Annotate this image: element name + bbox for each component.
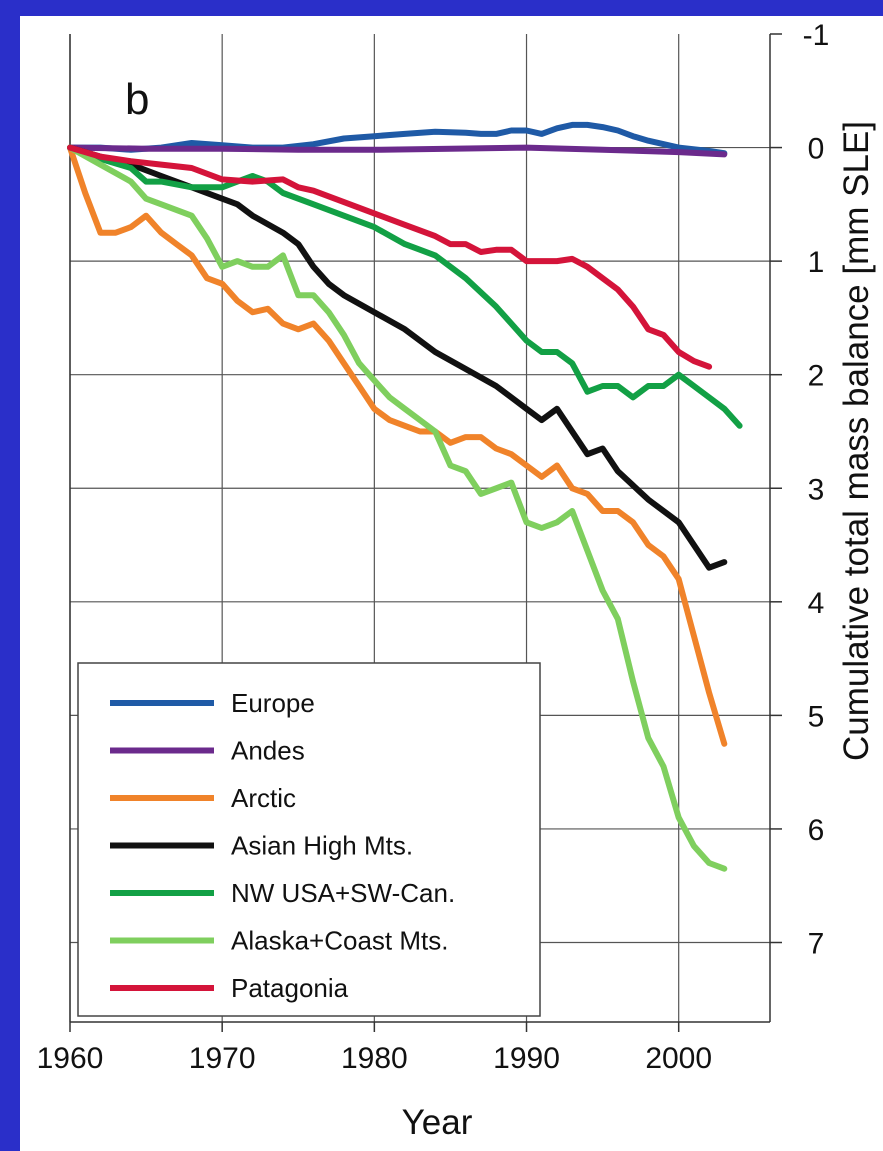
series-line-patagonia — [67, 144, 713, 370]
x-tick-label: 1990 — [493, 1042, 560, 1075]
y-tick-label: 3 — [808, 473, 825, 506]
series-line-nw-usa-sw-can — [67, 144, 743, 429]
series-line-arctic — [67, 144, 728, 747]
panel-label: b — [125, 75, 149, 124]
y-axis-title: Cumulative total mass balance [mm SLE] — [837, 121, 876, 761]
series-line-alaska-coast-mts — [67, 144, 728, 872]
y-tick-label: 2 — [808, 360, 825, 393]
legend-box — [77, 662, 541, 1017]
figure-panel: 1960 1970 1980 1990 2000 -1 0 1 2 3 4 5 6 7 Europe And… — [20, 16, 883, 1151]
legend-label: Arctic — [231, 783, 296, 813]
legend-label: Asian High Mts. — [231, 831, 413, 861]
series-line-andes — [67, 144, 728, 158]
x-tick-label: 1960 — [37, 1042, 104, 1075]
series-line-europe — [67, 121, 728, 157]
legend-label: Patagonia — [231, 973, 349, 1003]
legend-label: Alaska+Coast Mts. — [231, 926, 448, 956]
legend-label: Andes — [231, 736, 305, 766]
x-tick-label: 1980 — [341, 1042, 408, 1075]
series-line-asian-high-mts — [67, 144, 728, 571]
legend: Europe Andes Arctic Asian High Mts. NW USA+S… — [77, 662, 541, 1017]
x-axis-title: Year — [402, 1103, 473, 1142]
axes: 1960 1970 1980 1990 2000 -1 0 1 2 3 4 5 6 7 — [37, 19, 830, 1075]
legend-label: Europe — [231, 688, 315, 718]
y-tick-label: -1 — [803, 19, 830, 52]
y-tick-label: 7 — [808, 928, 825, 961]
x-tick-label: 2000 — [645, 1042, 712, 1075]
y-tick-label: 6 — [808, 814, 825, 847]
y-tick-label: 0 — [808, 133, 825, 166]
y-tick-label: 1 — [808, 246, 825, 279]
y-tick-label: 4 — [808, 587, 825, 620]
y-tick-label: 5 — [808, 700, 825, 733]
series-layer — [67, 121, 743, 872]
x-tick-label: 1970 — [189, 1042, 256, 1075]
mass-balance-chart: 1960 1970 1980 1990 2000 -1 0 1 2 3 4 5 6 7 Europe And… — [37, 19, 876, 1142]
legend-label: NW USA+SW-Can. — [231, 878, 455, 908]
